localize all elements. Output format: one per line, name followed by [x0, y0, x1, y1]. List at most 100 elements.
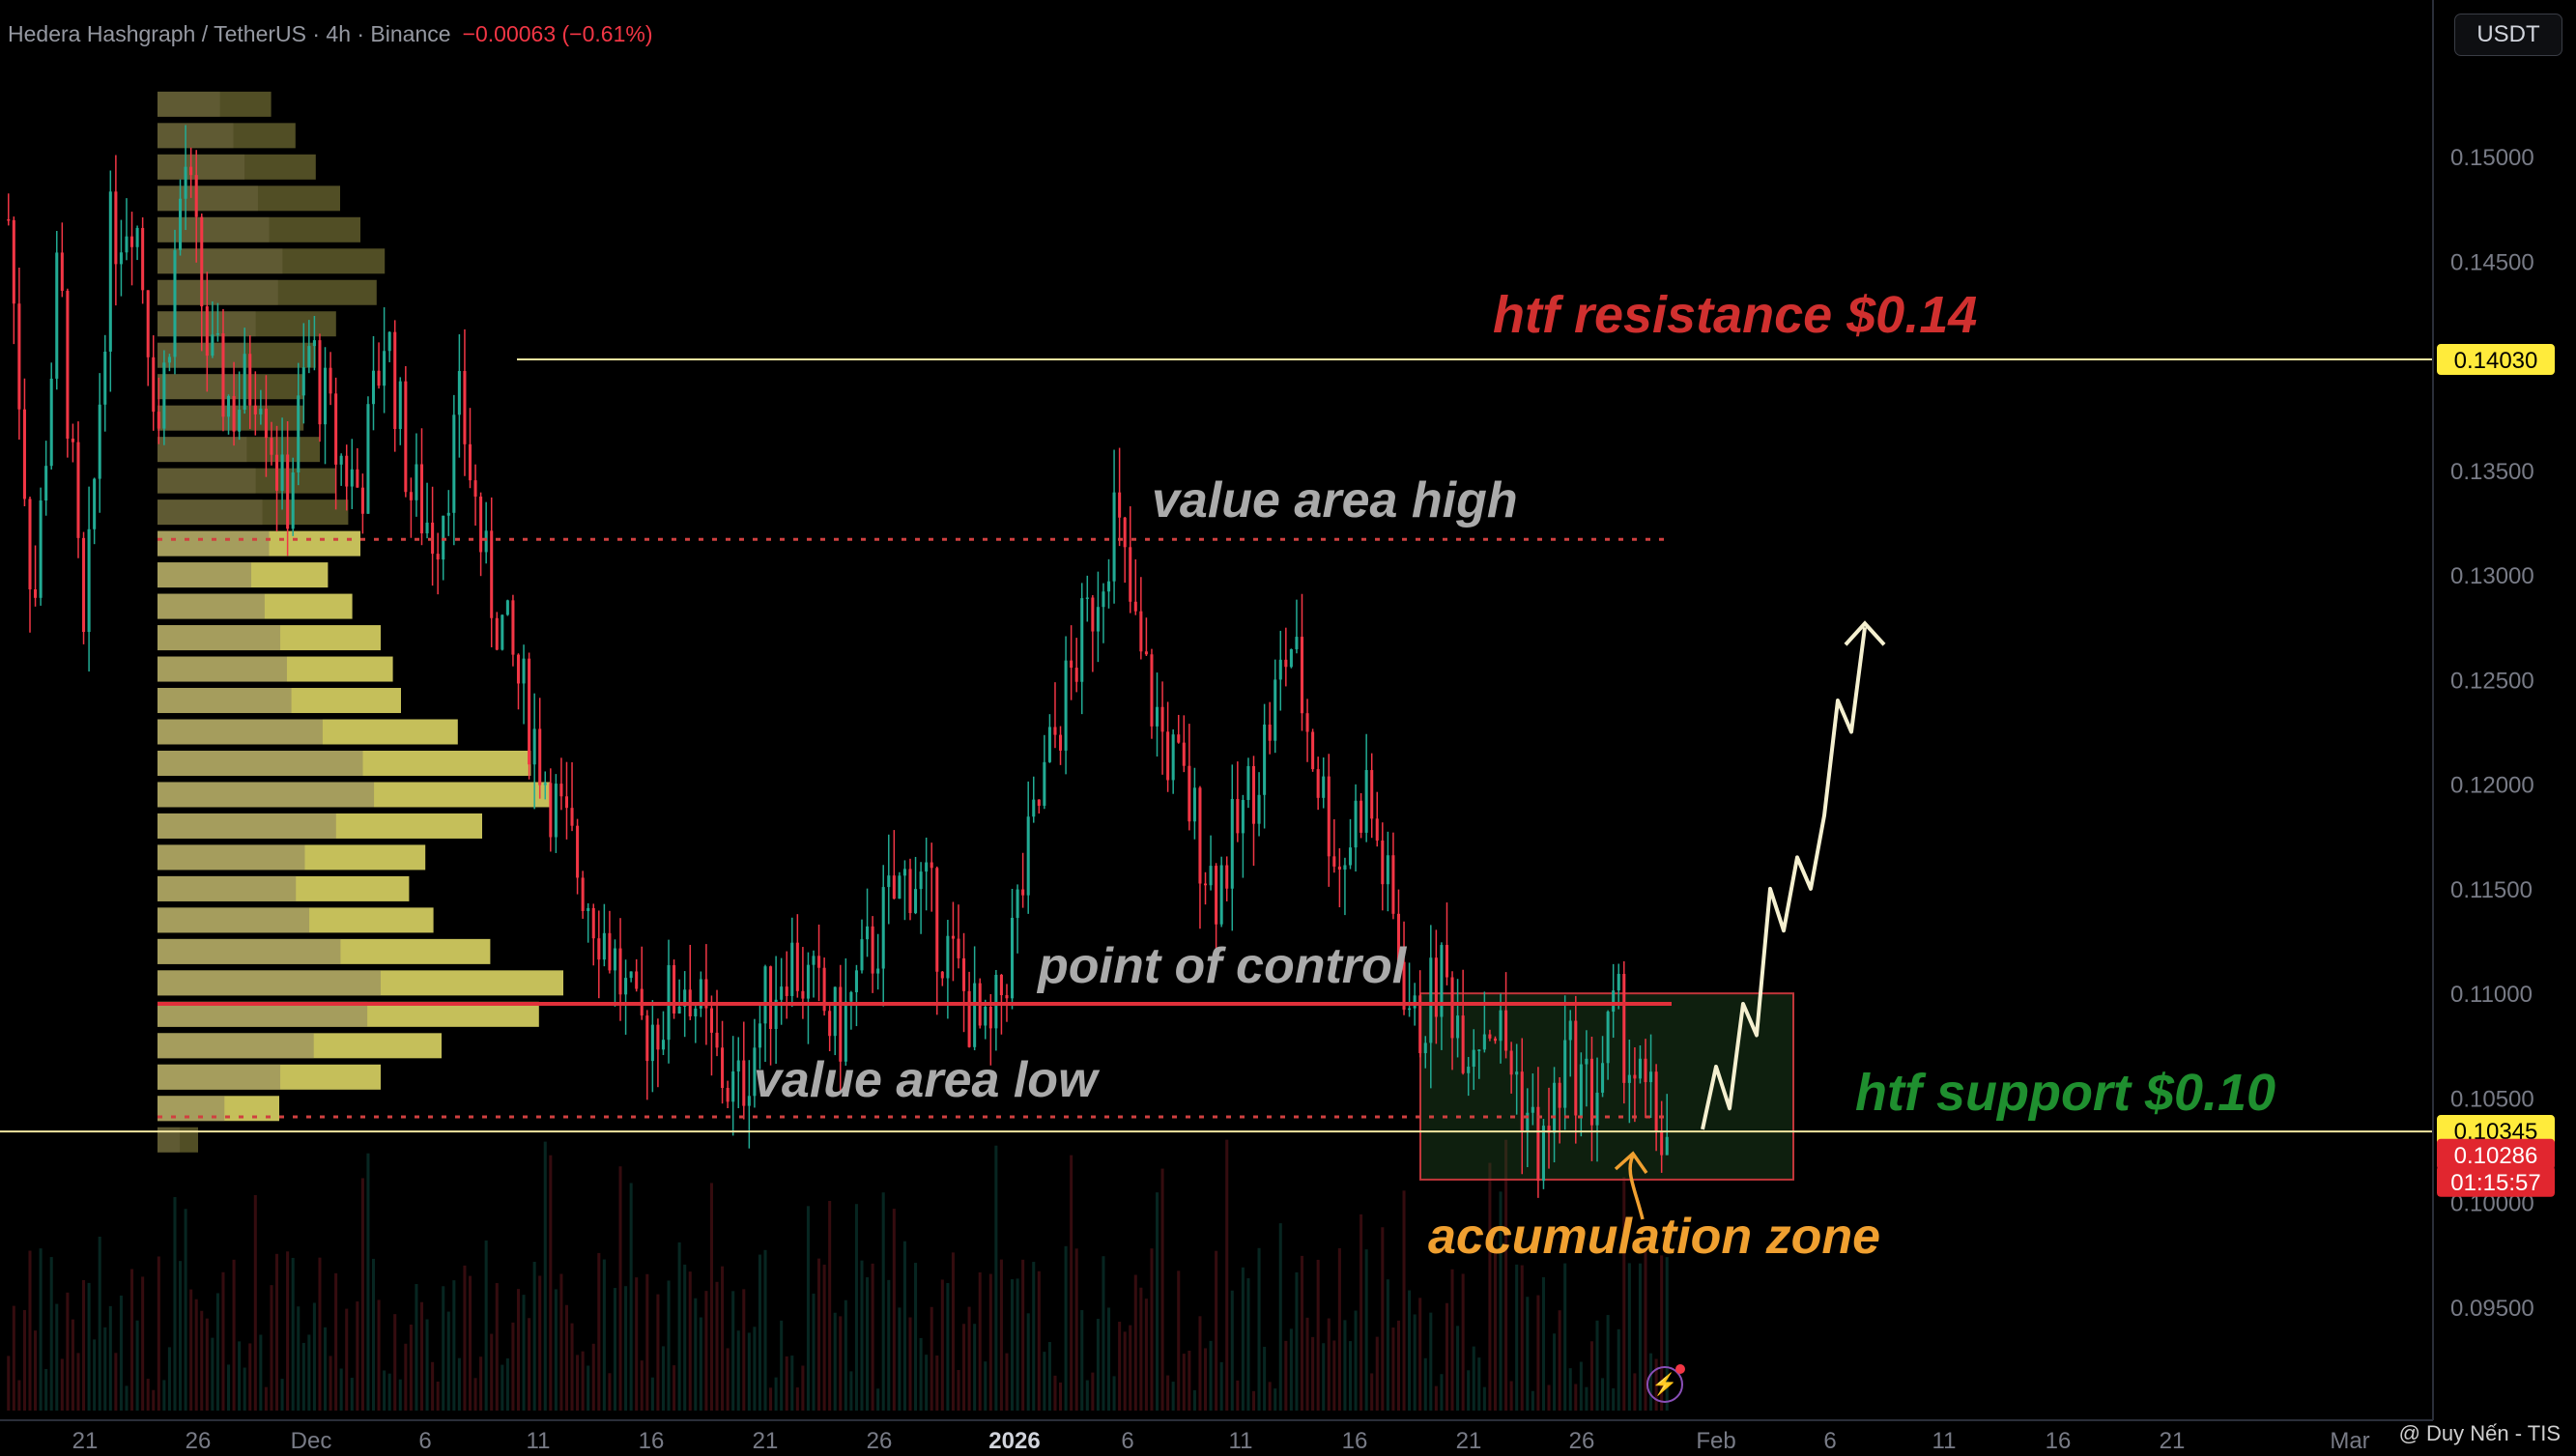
candle-body: [1198, 787, 1202, 884]
profile-bar-inner: [157, 719, 323, 745]
volume-bar: [356, 1301, 359, 1411]
volume-bar: [393, 1314, 397, 1411]
volume-bar: [973, 1324, 977, 1411]
candle-body: [39, 500, 43, 598]
symbol-title: Hedera Hashgraph / TetherUS · 4h · Binan…: [8, 21, 451, 46]
volume-bar: [1370, 1373, 1374, 1411]
profile-bar: [157, 500, 349, 526]
candle-body: [442, 515, 445, 560]
volume-bar: [501, 1364, 504, 1411]
candle-body: [366, 404, 370, 514]
volume-bar: [1660, 1255, 1664, 1411]
volume-bar: [442, 1286, 445, 1411]
volume-bar: [522, 1295, 526, 1411]
volume-bar: [360, 1178, 364, 1411]
candle-body: [587, 907, 590, 911]
candle-body: [1289, 648, 1293, 668]
candle-body: [1011, 918, 1015, 999]
candle-body: [1488, 1034, 1492, 1039]
candle-body: [167, 357, 171, 363]
volume-bar: [1080, 1310, 1084, 1411]
profile-bar-inner: [157, 437, 247, 463]
candle-body: [1461, 1015, 1465, 1073]
candle-body: [34, 589, 38, 598]
candle-body: [1215, 866, 1218, 925]
candle-body: [554, 784, 558, 838]
candle-body: [125, 236, 129, 253]
volume-bar: [431, 1361, 435, 1411]
volume-bar: [656, 1294, 660, 1411]
candle-body: [624, 978, 628, 995]
candle-body: [1085, 597, 1089, 599]
profile-bar-inner: [157, 1033, 314, 1059]
x-tick-label: 21: [2160, 1428, 2186, 1454]
volume-bar: [817, 1258, 821, 1411]
volume-bar: [1188, 1350, 1191, 1411]
candle-body: [650, 1024, 654, 1062]
volume-bar: [1150, 1248, 1154, 1411]
price-tag: 01:15:57: [2450, 1170, 2540, 1196]
volume-bar: [1627, 1263, 1631, 1411]
candle-body: [984, 1006, 987, 1026]
candle-body: [1606, 1012, 1610, 1064]
candle-body: [387, 331, 391, 352]
level-lines: [0, 358, 2433, 1133]
candle-body: [769, 966, 773, 1029]
candle-body: [1396, 913, 1401, 962]
volume-bar: [1504, 1139, 1508, 1411]
candle-body: [1354, 800, 1358, 848]
volume-bar: [76, 1353, 80, 1411]
volume-bar: [1096, 1319, 1100, 1411]
candle-body: [463, 371, 467, 444]
candle-body: [1274, 679, 1277, 741]
volume-bar: [264, 1386, 268, 1411]
volume-bar: [935, 1355, 939, 1411]
candle-body: [103, 351, 107, 405]
volume-bar: [71, 1319, 74, 1411]
y-tick-label: 0.13500: [2450, 459, 2534, 485]
volume-bar: [415, 1284, 418, 1411]
candle-body: [173, 249, 177, 357]
volume-bar: [387, 1373, 391, 1411]
volume-bar: [323, 1327, 328, 1411]
volume-bar: [1118, 1322, 1122, 1411]
volume-bar: [205, 1318, 209, 1411]
candle-body: [200, 216, 204, 307]
volume-bar: [532, 1261, 536, 1411]
volume-bar: [785, 1356, 788, 1411]
candle-body: [114, 191, 118, 265]
price-tag: 0.10286: [2454, 1143, 2538, 1169]
lightning-icon[interactable]: ⚡: [1646, 1364, 1685, 1403]
volume-bar: [1612, 1387, 1616, 1411]
volume-bar: [318, 1257, 322, 1411]
volume-bar: [383, 1370, 386, 1411]
price-tag-bg: [2437, 1165, 2555, 1197]
volume-bar: [806, 1206, 810, 1411]
candle-body: [479, 496, 483, 553]
volume-bar: [822, 1264, 826, 1411]
candle-body: [1053, 727, 1057, 735]
volume-bar: [967, 1306, 971, 1411]
currency-button[interactable]: USDT: [2454, 14, 2562, 56]
candle-body: [608, 932, 612, 971]
y-tick-label: 0.15000: [2450, 145, 2534, 171]
volume-bar: [1322, 1343, 1326, 1411]
volume-bar: [1198, 1316, 1202, 1411]
volume-bar: [1622, 1177, 1626, 1411]
candle-body: [1016, 889, 1019, 919]
volume-bar: [1037, 1270, 1041, 1411]
volume-bar: [1016, 1278, 1019, 1411]
candle-body: [22, 409, 26, 500]
candle-body: [887, 875, 891, 888]
volume-bar: [238, 1341, 242, 1411]
volume-bar: [1139, 1287, 1143, 1411]
volume-bar: [673, 1365, 676, 1411]
candle-body: [935, 868, 939, 972]
volume-bar: [1467, 1370, 1471, 1411]
volume-bar: [93, 1339, 97, 1411]
volume-bar: [1305, 1317, 1309, 1411]
volume-bar: [66, 1292, 70, 1411]
candle-body: [350, 469, 354, 487]
candle-body: [1665, 1136, 1669, 1156]
